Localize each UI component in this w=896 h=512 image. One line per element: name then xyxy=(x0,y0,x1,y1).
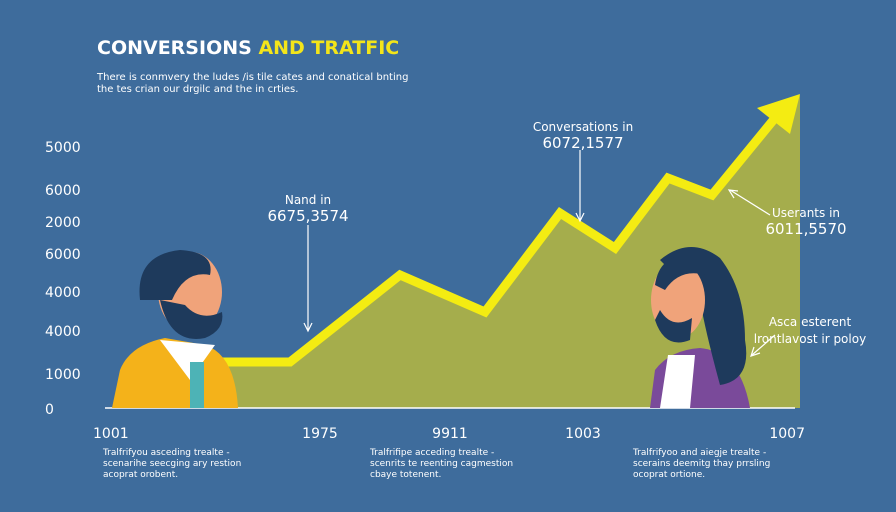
y-axis-label: 4000 xyxy=(45,324,81,340)
person-left xyxy=(112,250,238,408)
subtitle: the tes crian our drgilc and the in crti… xyxy=(97,84,298,95)
annotation: 6675,3574 xyxy=(267,207,348,225)
title-part: CONVERSIONS xyxy=(97,37,252,59)
annotation: Asca esterent xyxy=(769,315,852,329)
person-right xyxy=(650,246,750,408)
x-axis-label: 1003 xyxy=(565,426,601,442)
annotation: Userants in xyxy=(772,206,840,220)
footnote: Tralfrifyou asceding trealte - xyxy=(102,448,230,458)
trend-line xyxy=(215,115,779,367)
footnote: cbaye totenent. xyxy=(370,470,441,480)
subtitle: There is conmvery the ludes /is tile cat… xyxy=(96,72,408,83)
x-axis-label: 9911 xyxy=(432,426,468,442)
annotation: 6011,5570 xyxy=(765,220,846,238)
arrow-head xyxy=(757,94,800,134)
footnote: Tralfrifipe acceding trealte - xyxy=(369,448,494,458)
x-axis-label: 1001 xyxy=(93,426,129,442)
footnote: ocoprat ortione. xyxy=(633,470,705,480)
annotation-arrows xyxy=(303,150,776,357)
annotation: 6072,1577 xyxy=(542,134,623,152)
footnote: scenarihe seecging ary restion xyxy=(103,459,241,469)
y-axis-label: 6000 xyxy=(45,247,81,263)
footnote: scenrits te reenting cagmestion xyxy=(370,459,513,469)
area xyxy=(220,95,800,408)
title: CONVERSIONS AND TRATFIC xyxy=(97,37,399,59)
y-axis-label: 6000 xyxy=(45,183,81,199)
annotation: Conversations in xyxy=(533,120,633,134)
footnote: Tralfrifyoo and aiegje trealte - xyxy=(632,448,766,458)
x-axis-label: 1975 xyxy=(302,426,338,442)
footnote: scerains deemitg thay prrsling xyxy=(633,459,770,469)
x-axis-label: 1007 xyxy=(769,426,805,442)
y-axis-label: 4000 xyxy=(45,285,81,301)
y-axis-label: 1000 xyxy=(45,367,81,383)
annotation: Nand in xyxy=(285,193,331,207)
y-axis-label: 2000 xyxy=(45,215,81,231)
y-axis-label: 5000 xyxy=(45,140,81,156)
footnote: acoprat orobent. xyxy=(103,470,178,480)
title-part: AND TRATFIC xyxy=(258,37,399,59)
y-axis-label: 0 xyxy=(45,402,54,418)
annotation: lrontlavost ir poloy xyxy=(754,332,866,346)
